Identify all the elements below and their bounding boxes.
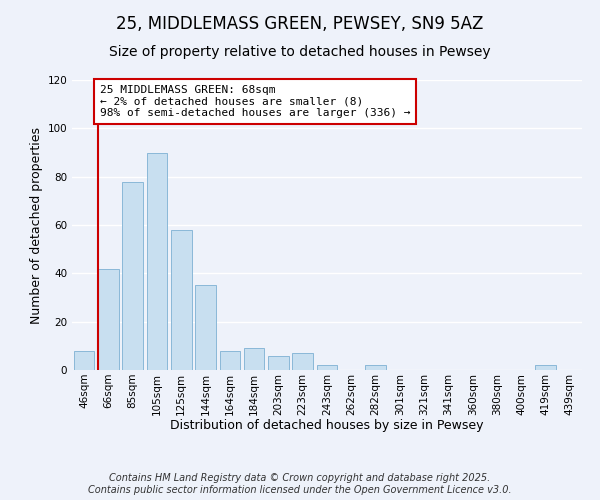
Text: Contains HM Land Registry data © Crown copyright and database right 2025.
Contai: Contains HM Land Registry data © Crown c… [88,474,512,495]
X-axis label: Distribution of detached houses by size in Pewsey: Distribution of detached houses by size … [170,419,484,432]
Bar [122,182,143,370]
Bar [268,356,289,370]
Bar [292,353,313,370]
Text: 25 MIDDLEMASS GREEN: 68sqm
← 2% of detached houses are smaller (8)
98% of semi-d: 25 MIDDLEMASS GREEN: 68sqm ← 2% of detac… [100,85,410,118]
Bar [365,365,386,370]
Text: 25, MIDDLEMASS GREEN, PEWSEY, SN9 5AZ: 25, MIDDLEMASS GREEN, PEWSEY, SN9 5AZ [116,15,484,33]
Bar [74,350,94,370]
Bar [98,268,119,370]
Bar [244,348,265,370]
Bar [220,350,240,370]
Bar [171,230,191,370]
Y-axis label: Number of detached properties: Number of detached properties [30,126,43,324]
Bar [535,365,556,370]
Text: Size of property relative to detached houses in Pewsey: Size of property relative to detached ho… [109,45,491,59]
Bar [146,152,167,370]
Bar [317,365,337,370]
Bar [195,286,216,370]
